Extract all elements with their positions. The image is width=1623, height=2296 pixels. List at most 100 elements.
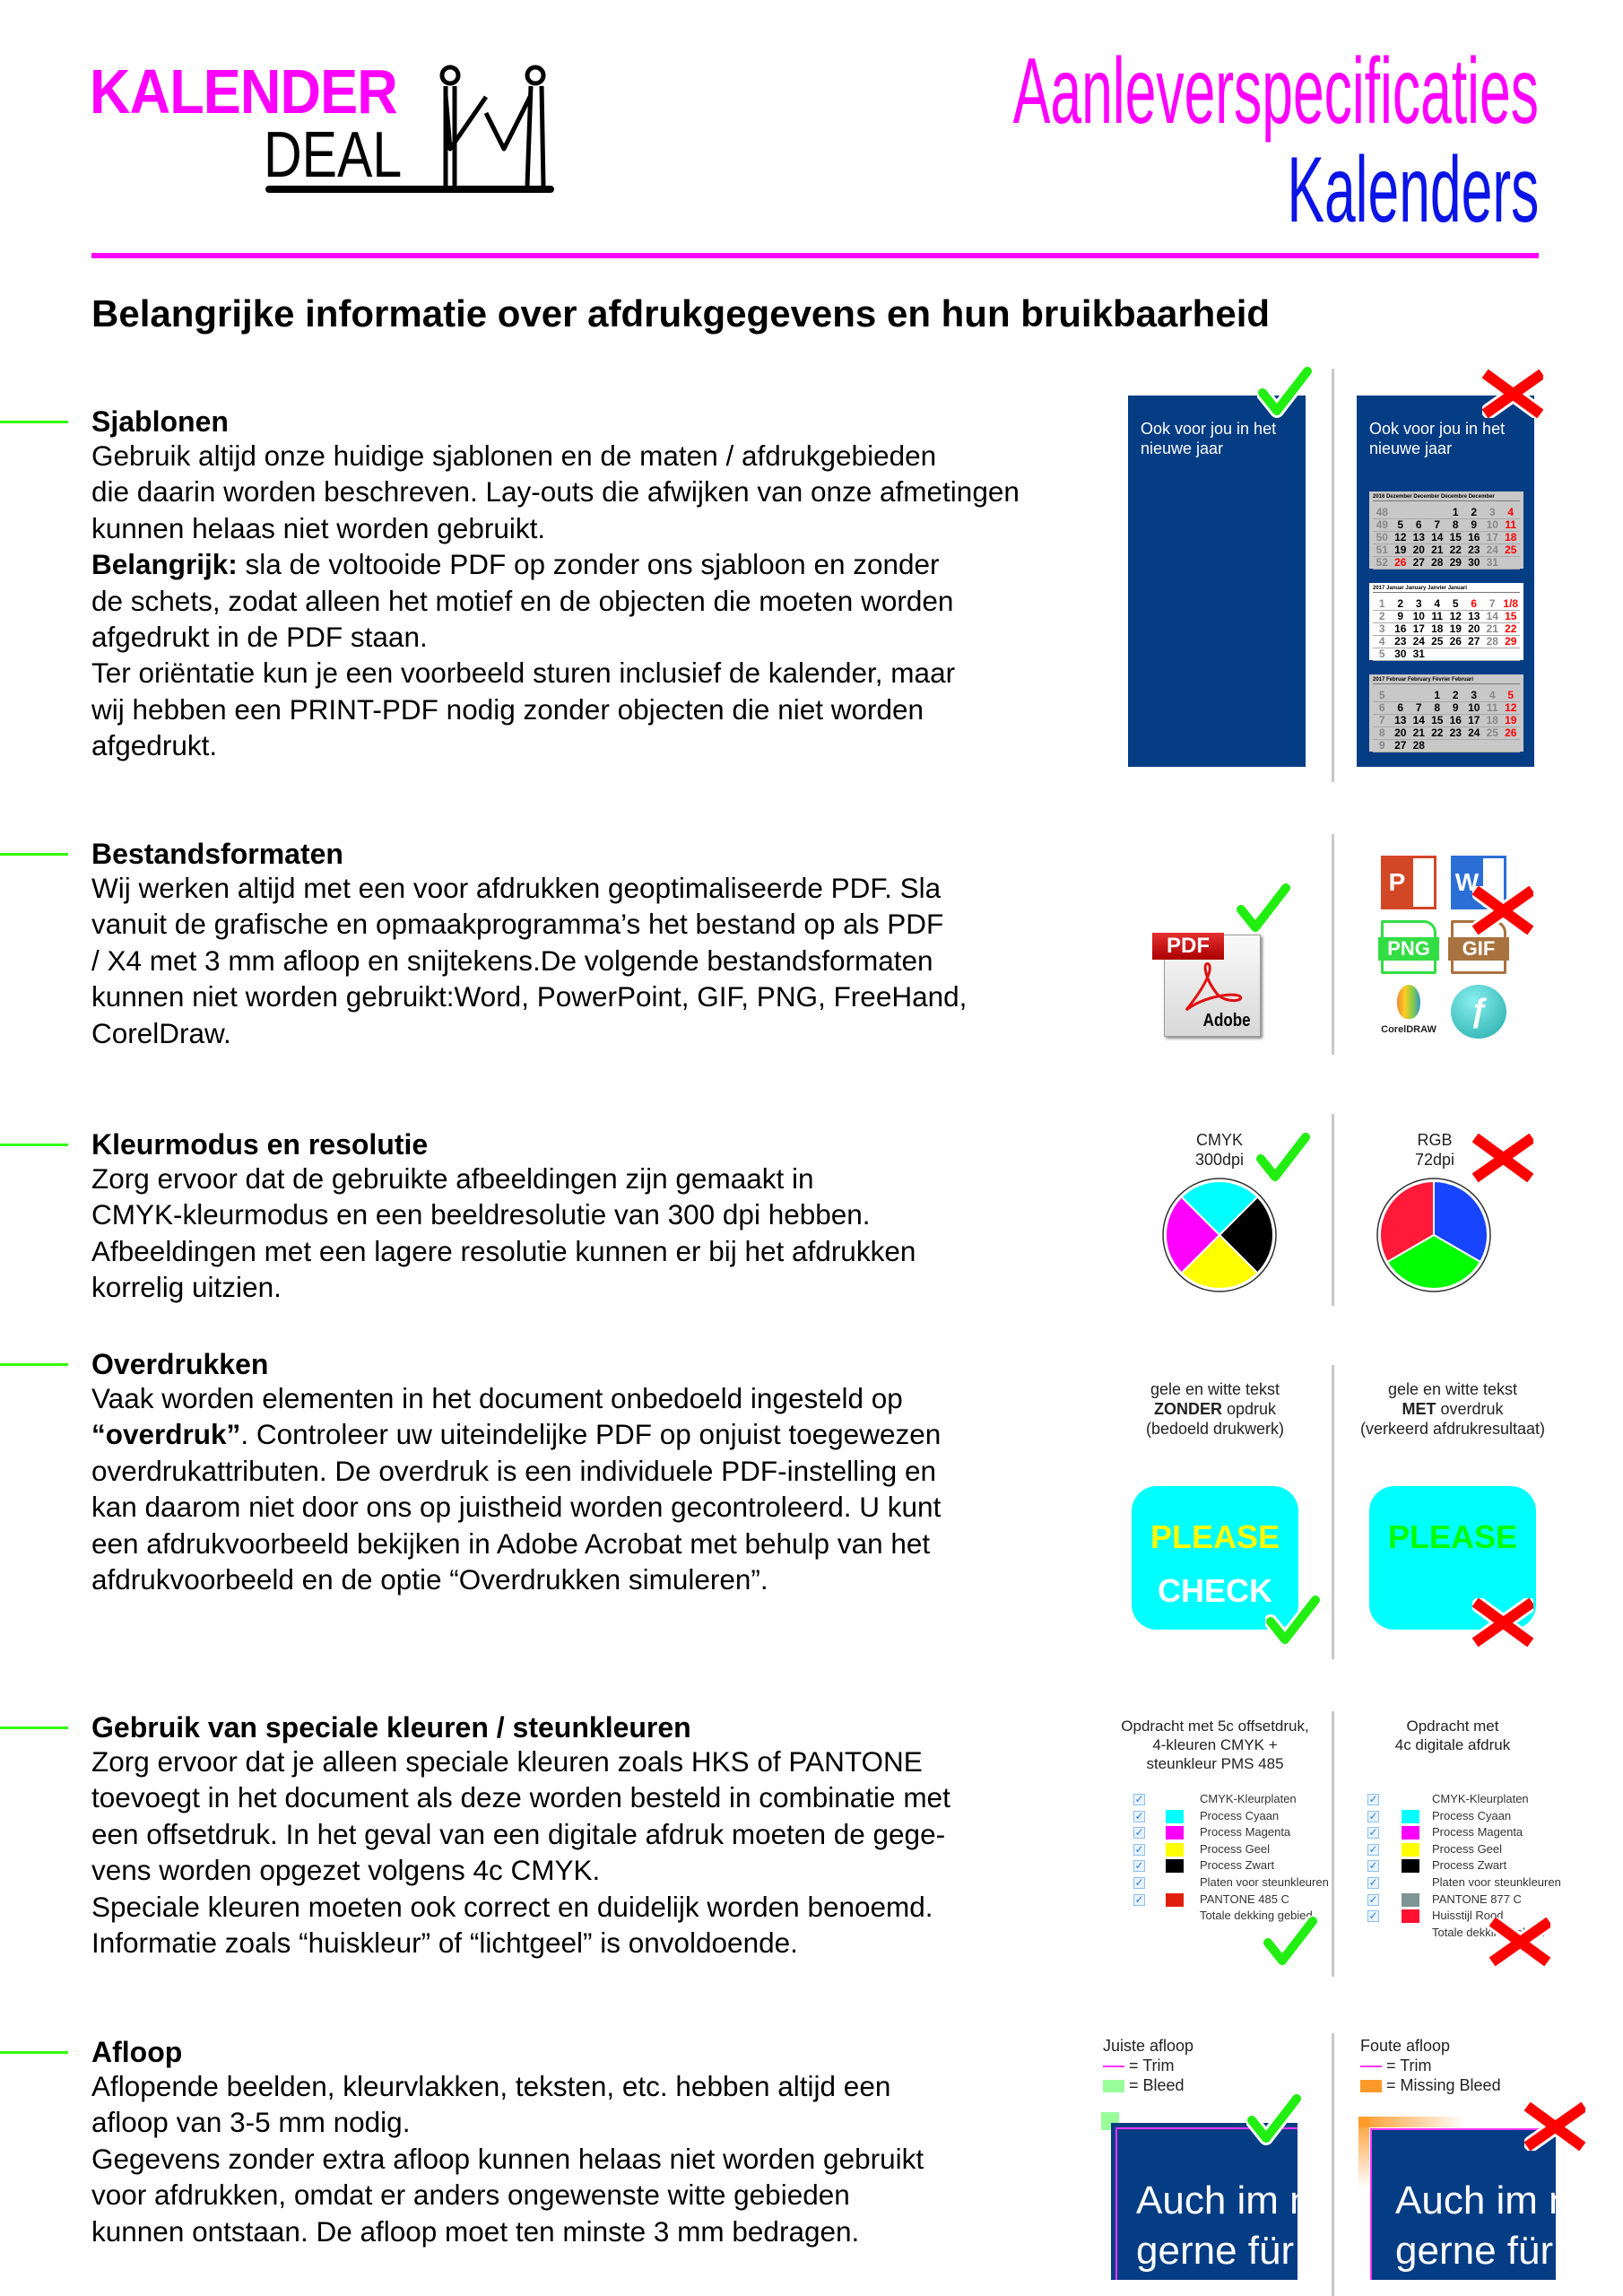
cross-icon: [1523, 2101, 1588, 2155]
body-line: voor afdrukken, omdat er anders ongewens…: [91, 2179, 850, 2212]
section-body: Vaak worden elementen in het document on…: [91, 1380, 941, 1597]
body-line: kan daarom niet door ons op juistheid wo…: [91, 1491, 942, 1524]
body-line: Afbeeldingen met een lagere resolutie ku…: [91, 1234, 916, 1267]
check-icon: [1234, 881, 1293, 939]
separation-row: ✓ Process Cyaan: [1367, 1808, 1512, 1823]
gif-file-icon: GIF: [1448, 920, 1509, 974]
separation-row: ✓ CMYK-Kleurplaten: [1133, 1792, 1297, 1805]
color-swatch: [1166, 1859, 1184, 1874]
divider: [1332, 1365, 1334, 1659]
logo-kalender-text: KALENDER: [90, 57, 398, 126]
section-title: Bestandsformaten: [91, 838, 343, 870]
section-title: Overdrukken: [91, 1348, 269, 1380]
poster-text: Ook voor jou in het nieuwe jaar: [1369, 420, 1506, 457]
checkbox-checked-icon[interactable]: ✓: [1133, 1892, 1145, 1906]
body-line: kunnen niet worden gebruikt:Word, PowerP…: [91, 980, 968, 1013]
cmyk-label: CMYK 300dpi: [1194, 1131, 1245, 1169]
pdf-badge: PDF: [1152, 933, 1224, 960]
separation-row: ✓ Process Zwart: [1367, 1858, 1507, 1874]
wheel-segment: [1218, 1196, 1274, 1274]
calendar-week: 50 12 13 14 15 16 17 18: [1373, 532, 1520, 544]
checkbox-checked-icon[interactable]: ✓: [1133, 1793, 1145, 1805]
section-title: Sjablonen: [91, 405, 229, 438]
body-line: afgedrukt in de PDF staan.: [91, 621, 428, 654]
color-swatch: [1402, 1842, 1419, 1857]
checkbox-checked-icon[interactable]: ✓: [1133, 1826, 1145, 1839]
powerpoint-icon: P: [1381, 856, 1436, 909]
freehand-icon: ƒ: [1451, 985, 1506, 1039]
body-line: CorelDraw.: [91, 1016, 231, 1049]
spot-bad-caption: Opdracht met 4c digitale afdruk: [1394, 1718, 1511, 1753]
checkbox-checked-icon[interactable]: ✓: [1367, 1892, 1379, 1906]
section-title: Afloop: [91, 2036, 183, 2068]
calendar-month: 2016 Dezember December Décembre December…: [1369, 491, 1523, 570]
separation-row: ✓ Platen voor steunkleuren: [1133, 1874, 1329, 1889]
check-icon: [1261, 1914, 1320, 1972]
missing-bleed-top: [1358, 2117, 1466, 2127]
checkbox-checked-icon[interactable]: ✓: [1133, 1875, 1145, 1889]
wheel-segment: [1379, 1179, 1435, 1264]
separations-list-good: ✓ CMYK-Kleurplaten ✓ Process Cyaan ✓ Process …: [1133, 1791, 1331, 1925]
calendar-week: 1 2 3 4 5 6 7 1/8: [1373, 598, 1520, 611]
color-swatch: [1402, 1859, 1419, 1874]
body-line: Gegevens zonder extra afloop kunnen hela…: [91, 2142, 924, 2175]
title-line-2: Kalenders: [1287, 138, 1539, 242]
logo-deal-text: DEAL: [264, 119, 403, 191]
handshake-logo-icon: [265, 65, 554, 193]
calendar-week: 5 30 31: [1373, 648, 1520, 661]
section-marker: [0, 421, 68, 423]
separation-row: ✓ Platen voor steunkleuren: [1367, 1874, 1561, 1889]
bleed-bad-legend: Foute afloop = Trim = Missing Bleed: [1360, 2037, 1501, 2094]
section-title: Kleurmodus en resolutie: [91, 1128, 429, 1161]
body-line: CMYK-kleurmodus en een beeldresolutie va…: [91, 1198, 871, 1231]
calendar-month: 2017 Januar January Janvier Januari 1 2 3 4 5…: [1369, 583, 1523, 661]
body-line: Wij werken altijd met een voor afdrukken…: [91, 872, 942, 904]
section-body: Wij werken altijd met een voor afdrukken…: [91, 870, 967, 1051]
section-marker: [0, 1363, 68, 1366]
body-line: toevoegt in het document als deze worden…: [91, 1781, 950, 1814]
body-line: een offsetdruk. In het geval van een dig…: [91, 1817, 946, 1850]
separation-row: ✓ PANTONE 485 C: [1133, 1892, 1289, 1907]
section-marker: [0, 853, 68, 856]
calendar-week: 9 27 28: [1373, 740, 1520, 752]
checkbox-checked-icon[interactable]: ✓: [1133, 1859, 1145, 1873]
calendar-month: 2017 Februar February Février Februari 5 1…: [1369, 674, 1523, 752]
body-line: vens worden opgezet volgens 4c CMYK.: [91, 1854, 601, 1887]
separation-row: ✓ Process Magenta: [1367, 1825, 1523, 1840]
bleed-good-artwork: Auch im n gerne für: [1111, 2123, 1298, 2280]
check-icon: [1254, 1130, 1313, 1188]
calendar-week: 52 26 27 28 29 30 31: [1373, 557, 1520, 570]
missing-bleed-swatch: [1360, 2080, 1382, 2093]
calendar-week: 48 1 2 3 4: [1373, 507, 1520, 519]
calendar-week: 2 9 10 11 12 13 14 15: [1373, 611, 1520, 623]
body-line: Belangrijk: sla de voltooide PDF op zond…: [91, 548, 940, 581]
checkbox-checked-icon[interactable]: ✓: [1133, 1809, 1145, 1822]
checkbox-checked-icon[interactable]: ✓: [1367, 1826, 1379, 1839]
wheel-segment: [1433, 1179, 1488, 1264]
header-divider: [91, 253, 1539, 258]
checkbox-checked-icon[interactable]: ✓: [1367, 1909, 1379, 1923]
body-line: Aflopende beelden, kleurvlakken, teksten…: [91, 2070, 891, 2102]
color-wheels: [1162, 1178, 1491, 1292]
section-body: Zorg ervoor dat je alleen speciale kleur…: [91, 1744, 950, 1961]
checkbox-checked-icon[interactable]: ✓: [1133, 1842, 1145, 1856]
calendar-week: 49 5 6 7 8 9 10 11: [1373, 519, 1520, 532]
checkbox-checked-icon[interactable]: ✓: [1367, 1875, 1379, 1889]
calendar-week: 4 23 24 25 26 27 28 29: [1373, 636, 1520, 648]
body-line: afloop van 3-5 mm nodig.: [91, 2106, 411, 2139]
adobe-label: Adobe: [1202, 1011, 1251, 1031]
color-swatch: [1402, 1826, 1419, 1840]
rgb-label: RGB 72dpi: [1414, 1131, 1455, 1169]
checkbox-checked-icon[interactable]: ✓: [1367, 1793, 1379, 1805]
color-swatch: [1402, 1809, 1419, 1823]
cross-icon: [1471, 885, 1536, 939]
png-file-icon: PNG: [1378, 920, 1439, 974]
trim-swatch: [1360, 2066, 1382, 2068]
checkbox-checked-icon[interactable]: ✓: [1367, 1809, 1379, 1822]
page-heading: Belangrijke informatie over afdrukgegeve…: [91, 292, 1271, 335]
checkbox-checked-icon[interactable]: ✓: [1367, 1859, 1379, 1873]
bleed-good-legend: Juiste afloop = Trim = Bleed: [1103, 2037, 1194, 2094]
body-line: / X4 met 3 mm afloop en snijtekens.De vo…: [91, 944, 933, 977]
checkbox-checked-icon[interactable]: ✓: [1367, 1842, 1379, 1856]
